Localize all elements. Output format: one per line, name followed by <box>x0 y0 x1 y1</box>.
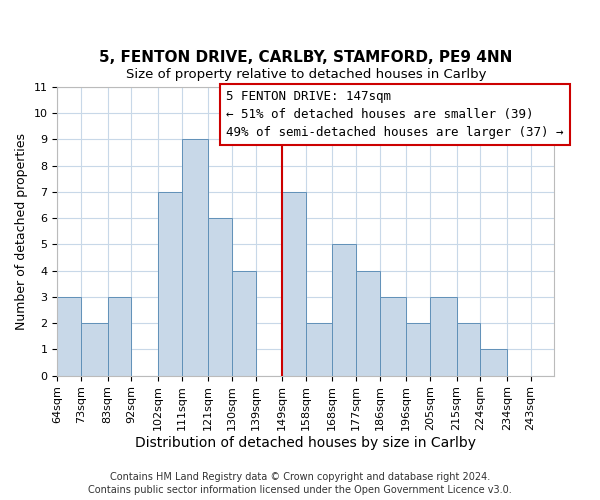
Bar <box>57 297 81 376</box>
Bar <box>208 218 232 376</box>
Bar <box>481 350 507 376</box>
Bar <box>232 270 256 376</box>
Title: 5, FENTON DRIVE, CARLBY, STAMFORD, PE9 4NN: 5, FENTON DRIVE, CARLBY, STAMFORD, PE9 4… <box>99 50 512 65</box>
Bar <box>158 192 182 376</box>
Text: Size of property relative to detached houses in Carlby: Size of property relative to detached ho… <box>125 68 486 81</box>
Bar <box>282 192 306 376</box>
Bar <box>406 323 430 376</box>
Bar <box>332 244 356 376</box>
Bar <box>430 297 457 376</box>
X-axis label: Distribution of detached houses by size in Carlby: Distribution of detached houses by size … <box>136 436 476 450</box>
Bar <box>457 323 481 376</box>
Bar <box>380 297 406 376</box>
Bar <box>107 297 131 376</box>
Y-axis label: Number of detached properties: Number of detached properties <box>15 133 28 330</box>
Text: Contains HM Land Registry data © Crown copyright and database right 2024.
Contai: Contains HM Land Registry data © Crown c… <box>88 472 512 495</box>
Text: 5 FENTON DRIVE: 147sqm
← 51% of detached houses are smaller (39)
49% of semi-det: 5 FENTON DRIVE: 147sqm ← 51% of detached… <box>226 90 564 139</box>
Bar <box>182 140 208 376</box>
Bar <box>306 323 332 376</box>
Bar <box>356 270 380 376</box>
Bar <box>81 323 107 376</box>
